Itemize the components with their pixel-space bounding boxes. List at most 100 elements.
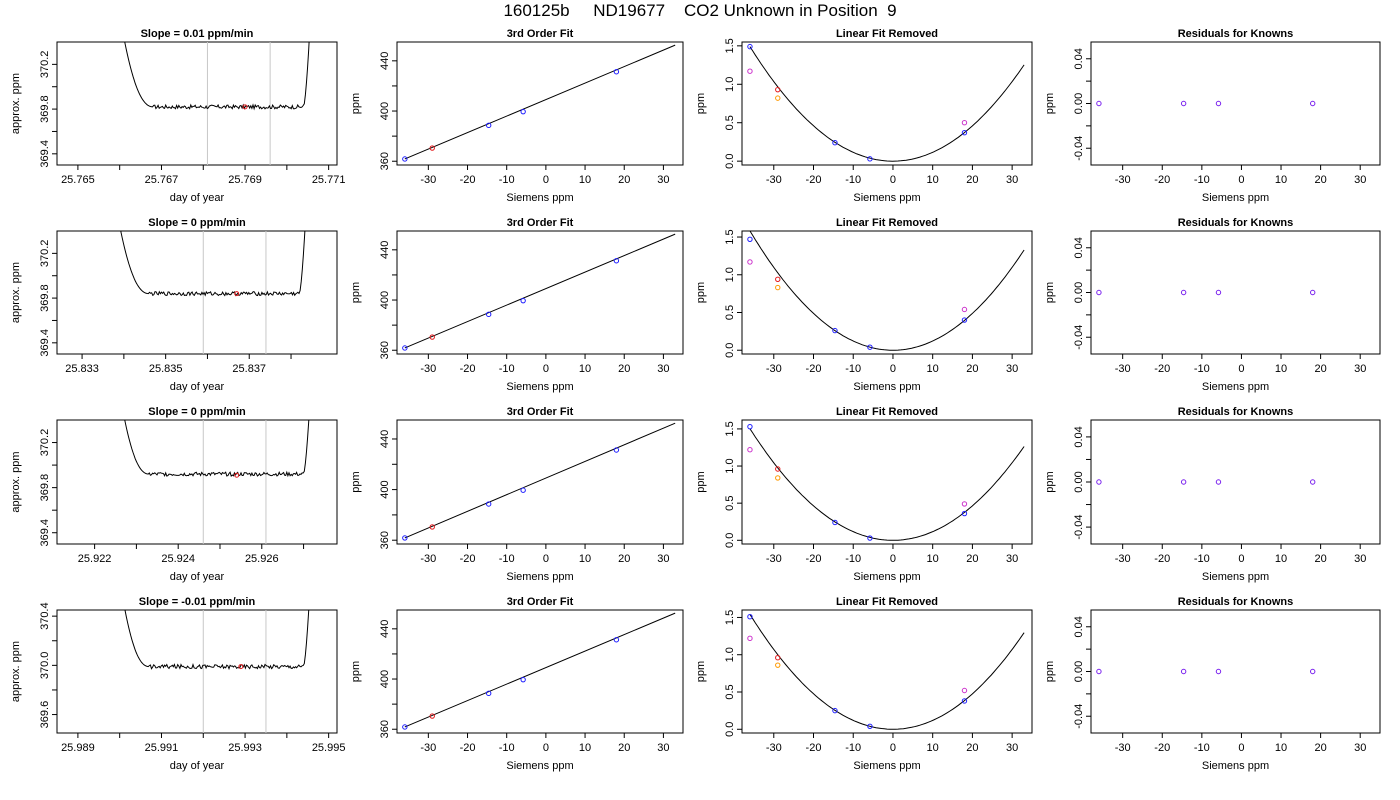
mean-marker [238, 664, 244, 670]
y-tick-label: 1.5 [724, 421, 736, 436]
y-tick-label: 369.6 [39, 701, 51, 729]
data-point [867, 723, 873, 729]
data-point [402, 724, 408, 730]
x-tick-label: 0 [543, 553, 549, 565]
y-tick-label: 370.2 [39, 429, 51, 457]
panel-lin-row-2: Linear Fit Removed -30 -20 -10 0 10 20 30 0.0 0.5… [695, 217, 1033, 393]
y-tick-label: 360 [379, 341, 391, 359]
y-tick-label: 440 [379, 241, 391, 259]
y-tick-label: 400 [379, 291, 391, 309]
y-tick-label: 0.04 [1073, 237, 1085, 258]
x-tick-label: 30 [657, 742, 669, 754]
panel-lin-row-3: Linear Fit Removed -30 -20 -10 0 10 20 30 0.0 0.5… [695, 406, 1033, 583]
x-tick-label: -30 [766, 363, 782, 375]
y-axis-label: ppm [350, 471, 362, 492]
fit-line [404, 422, 676, 539]
panel-fit-row-4: 3rd Order Fit -30 -20 -10 0 10 20 30 360 400 440 Si… [350, 596, 684, 772]
y-tick-label: -0.04 [1073, 325, 1085, 350]
panel-fit-row-1: 3rd Order Fit -30 -20 -10 0 10 20 30 360 400 440 Si… [350, 28, 684, 204]
plot-title: Slope = 0 ppm/min [148, 406, 246, 418]
x-axis-label: Siemens ppm [506, 760, 573, 772]
data-point [1215, 479, 1222, 485]
x-tick-label: 10 [579, 174, 591, 186]
plot-area [124, 420, 310, 544]
plot-title: Linear Fit Removed [836, 28, 938, 40]
data-point [1215, 289, 1222, 296]
x-axis-label: Siemens ppm [1202, 571, 1269, 583]
x-tick-label: -10 [1194, 553, 1210, 565]
data-point [961, 501, 968, 507]
y-axis-label: ppm [1044, 471, 1056, 492]
x-tick-label: 25.993 [228, 742, 262, 754]
y-tick-label: 0.04 [1073, 48, 1085, 69]
data-point [961, 698, 968, 704]
plot-area [124, 42, 310, 165]
data-point [961, 120, 968, 126]
x-tick-label: 20 [618, 174, 630, 186]
fit-line [404, 612, 676, 728]
x-tick-label: 20 [966, 363, 978, 375]
plot-frame [741, 230, 1033, 355]
plot-title: 3rd Order Fit [507, 28, 574, 40]
plot-frame [56, 41, 338, 166]
data-point [429, 145, 435, 151]
x-tick-label: 30 [1354, 174, 1366, 186]
x-axis-label: day of year [170, 571, 225, 583]
y-tick-label: 369.4 [39, 519, 51, 547]
data-point [775, 284, 781, 291]
y-tick-label: 0.5 [724, 115, 736, 130]
x-tick-label: -30 [766, 174, 782, 186]
data-point [402, 535, 408, 541]
data-point [1309, 289, 1316, 296]
x-tick-label: 20 [1314, 363, 1326, 375]
y-tick-label: 0.00 [1073, 282, 1085, 303]
plot-area [402, 612, 676, 730]
data-point [520, 297, 526, 304]
panel-trace-row-2: Slope = 0 ppm/min 25.833 25.835 25.837 369.4… [10, 217, 338, 393]
plot-area [1096, 479, 1316, 485]
x-tick-label: 10 [579, 553, 591, 565]
x-tick-label: -10 [845, 174, 861, 186]
x-tick-label: -30 [420, 363, 436, 375]
x-tick-label: 30 [1006, 174, 1018, 186]
data-point [867, 535, 873, 541]
y-tick-label: 0.5 [724, 684, 736, 699]
co2-trace-line [124, 610, 310, 671]
co2-trace-line [124, 420, 310, 478]
y-tick-label: 1.5 [724, 610, 736, 625]
x-axis-label: day of year [170, 760, 225, 772]
x-axis-label: Siemens ppm [1202, 760, 1269, 772]
x-tick-label: 25.771 [312, 174, 346, 186]
x-tick-label: 30 [1006, 363, 1018, 375]
y-tick-label: 370.2 [39, 51, 51, 79]
x-tick-label: 20 [1314, 174, 1326, 186]
data-point [613, 69, 620, 75]
x-tick-label: 30 [1354, 363, 1366, 375]
x-tick-label: 25.989 [61, 742, 95, 754]
x-tick-label: 10 [927, 742, 939, 754]
x-axis-label: Siemens ppm [853, 760, 920, 772]
y-tick-label: 369.4 [39, 140, 51, 168]
data-point [1309, 100, 1316, 107]
y-axis-label: approx. ppm [10, 262, 22, 323]
y-tick-label: 0.5 [724, 305, 736, 320]
data-point [1215, 668, 1222, 675]
x-tick-label: 30 [1006, 742, 1018, 754]
y-tick-label: 0.04 [1073, 616, 1085, 637]
plot-title: Residuals for Knowns [1178, 596, 1294, 608]
y-axis-label: ppm [1044, 661, 1056, 682]
x-tick-label: 10 [927, 363, 939, 375]
plot-area [1096, 289, 1316, 296]
y-tick-label: 0.00 [1073, 471, 1085, 492]
x-tick-label: 25.924 [161, 553, 195, 565]
x-tick-label: 25.837 [232, 363, 266, 375]
y-axis-label: ppm [1044, 93, 1056, 114]
plot-area [402, 422, 676, 541]
x-tick-label: 20 [966, 553, 978, 565]
data-point [429, 524, 435, 530]
y-tick-label: 370.2 [39, 240, 51, 268]
y-axis-label: ppm [350, 661, 362, 682]
y-tick-label: 1.0 [724, 647, 736, 662]
x-tick-label: 30 [657, 174, 669, 186]
data-point [1096, 668, 1102, 675]
